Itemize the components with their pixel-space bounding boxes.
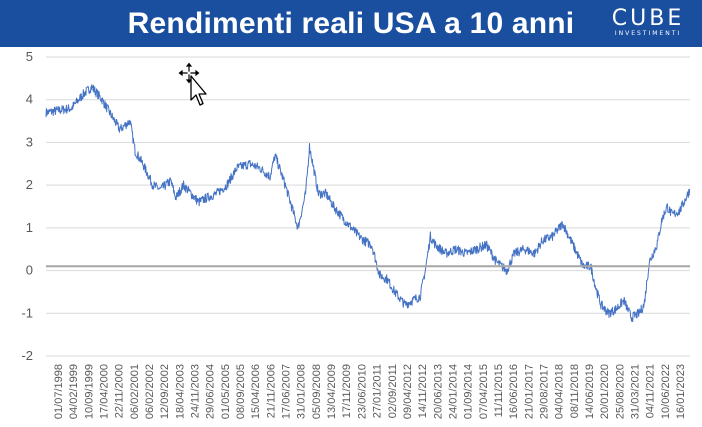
series-line	[45, 84, 691, 322]
y-tick-label: -2	[21, 348, 33, 363]
x-tick-label: 01/09/2014	[463, 364, 475, 419]
x-tick-label: 27/01/2011	[372, 364, 384, 418]
x-tick-label: 25/08/2020	[614, 364, 626, 419]
x-tick-label: 09/04/2012	[402, 364, 414, 419]
x-tick-label: 14/11/2012	[417, 364, 429, 418]
line-chart: 5 4 3 2 1 0 -1 -2 01/07/1998 04/02/1999 10/09/1999…	[21, 49, 691, 419]
x-tick-label: 10/06/2022	[660, 364, 672, 419]
x-tick-label: 31/01/2008	[296, 364, 308, 419]
x-tick-label: 18/04/2003	[174, 364, 186, 419]
x-tick-label: 21/11/2006	[265, 364, 277, 418]
x-tick-label: 05/09/2008	[311, 364, 323, 419]
x-tick-label: 02/09/2011	[387, 364, 399, 418]
x-tick-label: 08/09/2005	[235, 364, 247, 419]
x-tick-label: 12/09/2002	[159, 364, 171, 419]
x-tick-label: 04/04/2018	[554, 364, 566, 419]
x-tick-label: 17/11/2009	[341, 364, 353, 418]
x-tick-label: 22/11/2000	[114, 364, 126, 418]
logo-subtext: INVESTIMENTI	[614, 30, 682, 37]
x-tick-label: 24/11/2003	[190, 364, 202, 418]
chart-area: 5 4 3 2 1 0 -1 -2 01/07/1998 04/02/1999 10/09/1999…	[0, 47, 702, 427]
y-tick-label: 0	[26, 263, 33, 278]
y-tick-label: 3	[26, 134, 33, 149]
x-tick-label: 29/06/2004	[205, 364, 217, 419]
logo-text: CUBE	[611, 6, 685, 31]
x-tick-label: 16/06/2016	[508, 364, 520, 419]
x-tick-label: 29/08/2017	[539, 364, 551, 419]
x-tick-label: 04/11/2021	[645, 364, 657, 418]
title-banner: Rendimenti reali USA a 10 anni CUBE INVE…	[0, 0, 702, 47]
x-tick-label: 14/06/2019	[584, 364, 596, 419]
x-tick-label: 31/03/2021	[630, 364, 642, 419]
y-tick-label: 4	[26, 92, 33, 107]
x-tick-label: 07/04/2015	[478, 364, 490, 419]
move-cursor-icon	[178, 62, 207, 106]
chart-title: Rendimenti reali USA a 10 anni	[127, 7, 575, 40]
x-tick-label: 15/04/2006	[250, 364, 262, 419]
x-tick-label: 08/11/2018	[569, 364, 581, 418]
x-tick-label: 13/04/2009	[326, 364, 338, 419]
cube-logo: CUBE INVESTIMENTI	[598, 6, 698, 42]
x-tick-label: 20/01/2020	[599, 364, 611, 419]
x-tick-label: 06/02/2002	[144, 364, 156, 419]
x-tick-label: 10/09/1999	[83, 364, 95, 419]
y-tick-label: 1	[26, 220, 33, 235]
y-tick-label: 2	[26, 177, 33, 192]
x-tick-label: 01/07/1998	[53, 364, 65, 419]
x-tick-label: 17/04/2000	[99, 364, 111, 419]
x-tick-label: 06/02/2001	[129, 364, 141, 419]
x-tick-label: 24/01/2014	[447, 364, 459, 419]
x-tick-label: 11/11/2015	[493, 364, 505, 417]
x-tick-label: 17/06/2007	[281, 364, 293, 419]
x-tick-label: 16/01/2023	[675, 364, 687, 419]
x-tick-label: 01/05/2005	[220, 364, 232, 419]
x-tick-label: 04/02/1999	[68, 364, 80, 419]
x-tick-label: 23/06/2010	[356, 364, 368, 419]
x-tick-label: 20/06/2013	[432, 364, 444, 419]
x-tick-label: 21/01/2017	[523, 364, 535, 419]
y-tick-label: 5	[26, 49, 33, 64]
y-tick-label: -1	[21, 305, 33, 320]
